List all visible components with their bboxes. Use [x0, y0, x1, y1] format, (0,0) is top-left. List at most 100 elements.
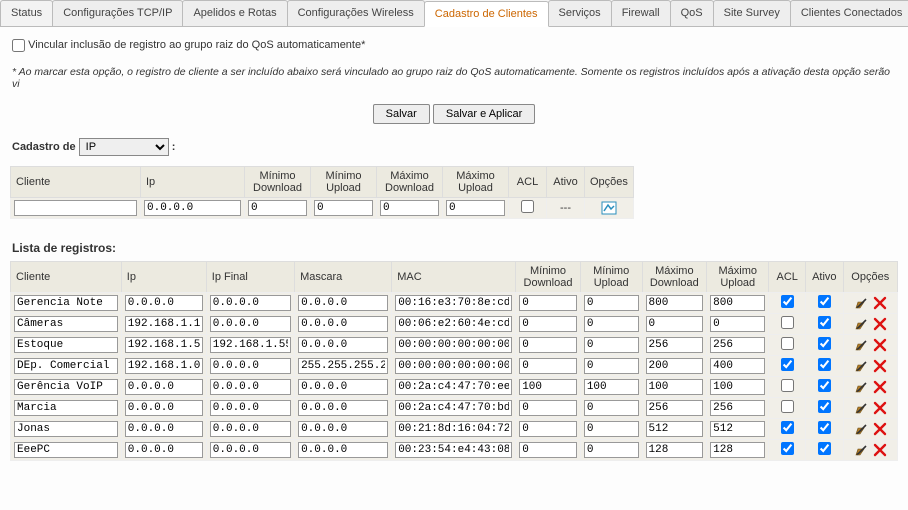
row-cliente-input[interactable] [14, 337, 118, 353]
row-acl-checkbox[interactable] [781, 358, 794, 371]
row-mask-input[interactable] [298, 442, 388, 458]
row-min-dl-input[interactable] [519, 295, 577, 311]
tab-qos[interactable]: QoS [670, 0, 714, 26]
row-mac-input[interactable] [395, 358, 512, 374]
add-max-ul-input[interactable] [446, 200, 505, 216]
row-max-ul-input[interactable] [710, 316, 765, 332]
edit-icon[interactable] [854, 423, 870, 435]
row-max-dl-input[interactable] [646, 295, 704, 311]
row-cliente-input[interactable] [14, 379, 118, 395]
row-ip-input[interactable] [125, 358, 203, 374]
delete-icon[interactable] [873, 360, 887, 372]
row-mask-input[interactable] [298, 295, 388, 311]
cadastro-de-select[interactable]: IP [79, 138, 169, 156]
delete-icon[interactable] [873, 444, 887, 456]
row-acl-checkbox[interactable] [781, 400, 794, 413]
row-ipf-input[interactable] [210, 337, 291, 353]
row-ip-input[interactable] [125, 295, 203, 311]
row-cliente-input[interactable] [14, 400, 118, 416]
add-max-dl-input[interactable] [380, 200, 439, 216]
row-ipf-input[interactable] [210, 316, 291, 332]
row-ip-input[interactable] [125, 442, 203, 458]
row-acl-checkbox[interactable] [781, 379, 794, 392]
delete-icon[interactable] [873, 423, 887, 435]
tab-configura-es-tcp-ip[interactable]: Configurações TCP/IP [52, 0, 183, 26]
row-cliente-input[interactable] [14, 316, 118, 332]
row-ipf-input[interactable] [210, 379, 291, 395]
row-max-ul-input[interactable] [710, 421, 765, 437]
add-cliente-input[interactable] [14, 200, 137, 216]
row-min-dl-input[interactable] [519, 442, 577, 458]
row-ip-input[interactable] [125, 379, 203, 395]
edit-icon[interactable] [854, 444, 870, 456]
row-min-ul-input[interactable] [584, 358, 639, 374]
row-cliente-input[interactable] [14, 442, 118, 458]
row-min-ul-input[interactable] [584, 421, 639, 437]
row-acl-checkbox[interactable] [781, 337, 794, 350]
row-max-ul-input[interactable] [710, 358, 765, 374]
row-max-dl-input[interactable] [646, 379, 704, 395]
row-ipf-input[interactable] [210, 295, 291, 311]
row-min-dl-input[interactable] [519, 379, 577, 395]
row-min-dl-input[interactable] [519, 358, 577, 374]
row-ipf-input[interactable] [210, 400, 291, 416]
row-mac-input[interactable] [395, 316, 512, 332]
delete-icon[interactable] [873, 318, 887, 330]
row-max-dl-input[interactable] [646, 442, 704, 458]
row-acl-checkbox[interactable] [781, 295, 794, 308]
row-ativo-checkbox[interactable] [818, 358, 831, 371]
delete-icon[interactable] [873, 381, 887, 393]
edit-icon[interactable] [854, 339, 870, 351]
add-ip-input[interactable] [144, 200, 241, 216]
delete-icon[interactable] [873, 297, 887, 309]
row-ativo-checkbox[interactable] [818, 379, 831, 392]
row-max-dl-input[interactable] [646, 421, 704, 437]
row-max-ul-input[interactable] [710, 442, 765, 458]
row-min-dl-input[interactable] [519, 400, 577, 416]
row-ativo-checkbox[interactable] [818, 421, 831, 434]
row-mac-input[interactable] [395, 421, 512, 437]
row-mac-input[interactable] [395, 295, 512, 311]
row-ip-input[interactable] [125, 400, 203, 416]
row-acl-checkbox[interactable] [781, 316, 794, 329]
row-min-ul-input[interactable] [584, 316, 639, 332]
delete-icon[interactable] [873, 402, 887, 414]
row-min-ul-input[interactable] [584, 337, 639, 353]
row-ipf-input[interactable] [210, 421, 291, 437]
row-mask-input[interactable] [298, 400, 388, 416]
row-cliente-input[interactable] [14, 358, 118, 374]
row-cliente-input[interactable] [14, 421, 118, 437]
tab-site-survey[interactable]: Site Survey [713, 0, 791, 26]
tab-servi-os[interactable]: Serviços [548, 0, 612, 26]
row-min-ul-input[interactable] [584, 379, 639, 395]
row-ativo-checkbox[interactable] [818, 400, 831, 413]
row-mask-input[interactable] [298, 379, 388, 395]
row-mac-input[interactable] [395, 400, 512, 416]
row-min-ul-input[interactable] [584, 295, 639, 311]
save-button[interactable]: Salvar [373, 104, 430, 124]
row-max-dl-input[interactable] [646, 400, 704, 416]
row-ip-input[interactable] [125, 421, 203, 437]
row-min-dl-input[interactable] [519, 316, 577, 332]
row-cliente-input[interactable] [14, 295, 118, 311]
auto-qos-checkbox[interactable] [12, 39, 25, 52]
row-max-dl-input[interactable] [646, 358, 704, 374]
tab-clientes-conectados[interactable]: Clientes Conectados [790, 0, 908, 26]
row-mask-input[interactable] [298, 421, 388, 437]
row-ativo-checkbox[interactable] [818, 442, 831, 455]
row-acl-checkbox[interactable] [781, 442, 794, 455]
row-max-ul-input[interactable] [710, 337, 765, 353]
row-mask-input[interactable] [298, 316, 388, 332]
edit-icon[interactable] [854, 318, 870, 330]
row-min-dl-input[interactable] [519, 337, 577, 353]
row-ativo-checkbox[interactable] [818, 295, 831, 308]
add-min-dl-input[interactable] [248, 200, 307, 216]
tab-firewall[interactable]: Firewall [611, 0, 671, 26]
tab-cadastro-de-clientes[interactable]: Cadastro de Clientes [424, 1, 549, 27]
row-min-ul-input[interactable] [584, 442, 639, 458]
tab-apelidos-e-rotas[interactable]: Apelidos e Rotas [182, 0, 287, 26]
row-max-ul-input[interactable] [710, 379, 765, 395]
row-ativo-checkbox[interactable] [818, 316, 831, 329]
delete-icon[interactable] [873, 339, 887, 351]
tab-status[interactable]: Status [0, 0, 53, 26]
